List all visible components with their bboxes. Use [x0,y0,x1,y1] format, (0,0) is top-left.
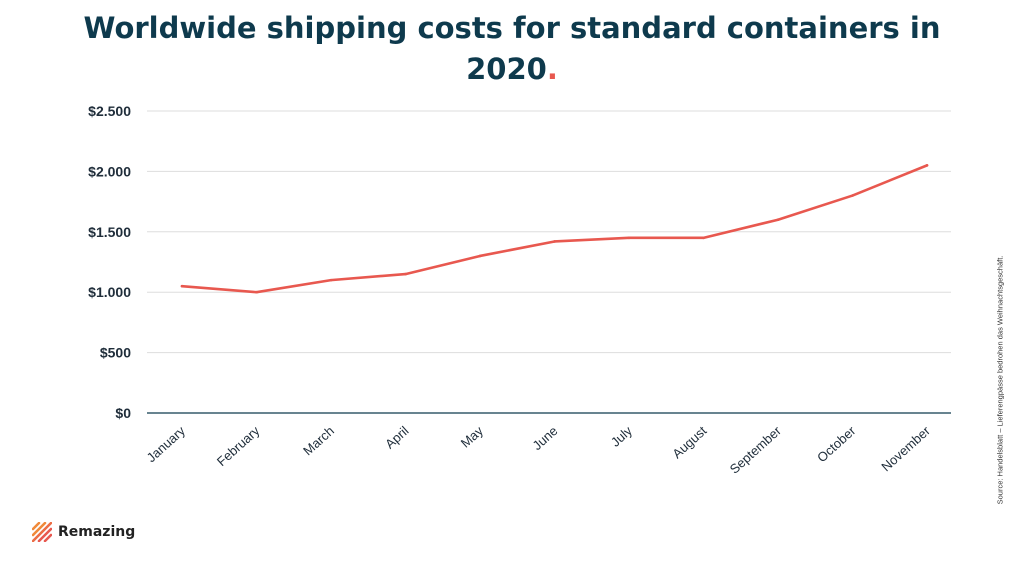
data-point [329,278,333,282]
y-tick-label: $1.500 [88,224,131,240]
y-tick-label: $500 [100,345,131,361]
x-tick-label: May [458,423,487,451]
x-tick-label: January [144,423,189,465]
data-point [702,236,705,240]
y-tick-label: $2.000 [88,163,131,179]
data-point [776,218,780,222]
data-point [553,240,556,243]
data-point [851,194,854,197]
chart-title: Worldwide shipping costs for standard co… [83,11,941,86]
brand: Remazing [32,522,135,542]
data-point [180,284,184,288]
data-point [255,290,258,294]
data-point [478,254,482,258]
x-tick-label: September [727,423,785,477]
data-point [925,164,929,167]
source-note: Source: Handelsblatt – Lieferengpässe be… [995,255,1005,505]
brand-name: Remazing [58,524,136,540]
x-tick-label: August [669,423,709,461]
x-tick-label: February [214,423,263,469]
y-tick-label: $2.500 [88,103,131,119]
x-tick-label: March [300,423,337,458]
x-tick-label: April [382,423,411,452]
x-tick-label: November [878,423,933,475]
x-tick-label: July [608,423,636,450]
title-dot: . [546,52,558,86]
data-point [404,272,407,276]
x-tick-label: June [530,423,561,453]
data-point [627,236,631,240]
stripes-logo-icon [32,522,52,542]
y-tick-label: $1.000 [88,284,131,300]
series-line [180,164,929,294]
y-tick-label: $0 [115,405,131,421]
x-tick-label: October [814,423,859,466]
